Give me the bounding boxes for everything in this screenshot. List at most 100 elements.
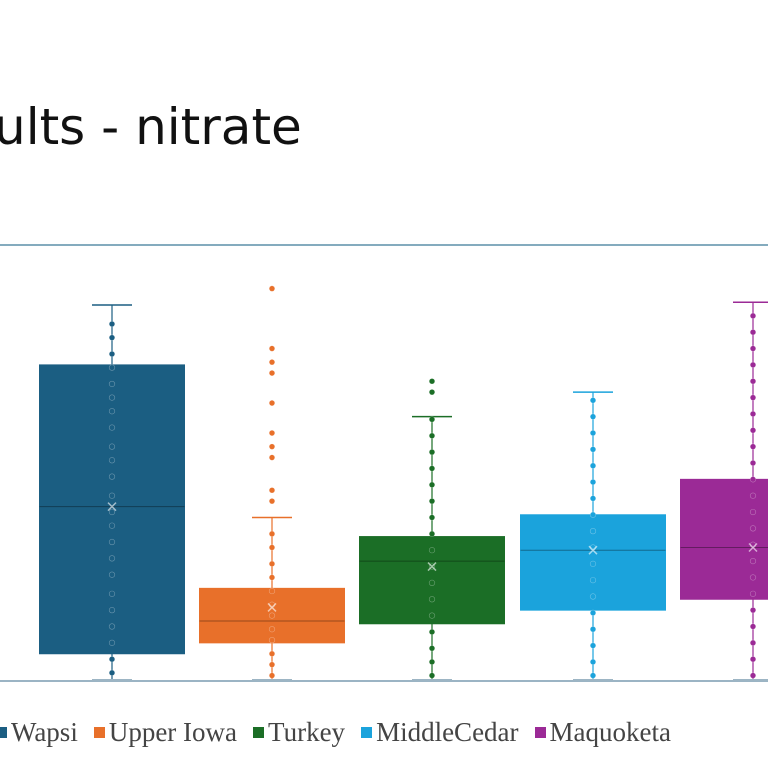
legend-swatch [534, 726, 546, 738]
data-point-middlecedar [589, 560, 597, 567]
data-point-turkey [428, 530, 436, 537]
data-point-wapsi [108, 623, 116, 630]
mean-marker-wapsi [107, 502, 117, 512]
data-point-maquoketa [749, 607, 757, 614]
data-point-upper-iowa [268, 399, 276, 407]
data-point-upper-iowa [268, 587, 276, 595]
data-point-maquoketa [749, 378, 757, 385]
legend-label: Upper Iowa [108, 716, 238, 747]
legend-label: Turkey [268, 716, 346, 747]
legend-swatch [253, 726, 265, 738]
data-point-upper-iowa [268, 637, 276, 644]
data-point-wapsi [108, 394, 116, 401]
data-point-upper-iowa [268, 530, 276, 537]
data-point-middlecedar [589, 495, 597, 502]
data-point-middlecedar [589, 446, 597, 453]
legend-item: Wapsi [0, 717, 78, 748]
legend-item: Turkey [253, 717, 345, 748]
data-point-wapsi [108, 334, 116, 341]
data-point-upper-iowa [268, 661, 276, 668]
chart-legend: Wapsi Upper Iowa Turkey MiddleCedar Maquoket… [0, 712, 687, 752]
data-point-turkey [428, 612, 436, 619]
data-point-middlecedar [589, 593, 597, 600]
data-point-wapsi [108, 492, 116, 499]
data-point-wapsi [108, 380, 116, 388]
data-point-wapsi [108, 522, 116, 529]
data-point-wapsi [108, 364, 116, 371]
data-point-maquoketa [749, 361, 757, 369]
data-point-maquoketa [749, 345, 757, 352]
data-point-upper-iowa [268, 487, 276, 494]
data-point-middlecedar [589, 462, 597, 469]
data-point-turkey [428, 672, 436, 679]
data-point-turkey [428, 481, 436, 488]
data-point-middlecedar [589, 577, 597, 584]
slide-title: ults - nitrate [0, 98, 302, 156]
data-point-middlecedar [589, 609, 597, 616]
data-point-maquoketa [749, 312, 757, 319]
data-point-maquoketa [749, 574, 757, 581]
data-point-turkey [428, 416, 436, 423]
legend-label: Wapsi [11, 716, 78, 747]
data-point-maquoketa [749, 525, 757, 532]
data-point-turkey [428, 465, 436, 472]
data-point-upper-iowa [268, 672, 276, 679]
data-point-maquoketa [749, 590, 757, 597]
legend-swatch [93, 726, 105, 738]
data-point-maquoketa [749, 427, 757, 434]
data-point-middlecedar [589, 528, 597, 535]
data-point-turkey [428, 432, 436, 439]
data-point-upper-iowa [268, 650, 276, 657]
data-point-wapsi [108, 457, 116, 464]
data-point-middlecedar [589, 413, 597, 420]
data-point-wapsi [108, 508, 116, 516]
data-point-middlecedar [589, 511, 597, 518]
data-point-wapsi [108, 538, 116, 546]
legend-item: Upper Iowa [93, 716, 238, 748]
mean-marker-middlecedar [588, 545, 598, 555]
data-point-upper-iowa [268, 574, 276, 581]
data-point-maquoketa [749, 410, 757, 418]
data-point-upper-iowa [268, 454, 276, 461]
data-point-upper-iowa [268, 443, 276, 450]
legend-item: Maquoketa [534, 716, 671, 748]
data-point-maquoketa [749, 639, 757, 646]
data-point-wapsi [108, 639, 116, 646]
mean-marker-maquoketa [748, 542, 758, 553]
data-point-maquoketa [749, 508, 757, 516]
data-point-wapsi [108, 669, 116, 676]
legend-swatch [361, 726, 373, 738]
data-point-upper-iowa [268, 369, 276, 377]
data-point-upper-iowa [268, 345, 276, 352]
data-point-maquoketa [749, 329, 757, 336]
data-point-middlecedar [589, 429, 597, 437]
legend-swatch [0, 726, 7, 738]
legend-item: MiddleCedar [361, 716, 519, 748]
legend-label: Maquoketa [549, 716, 671, 747]
data-point-upper-iowa [268, 359, 276, 366]
data-point-upper-iowa [268, 626, 276, 633]
data-point-upper-iowa [268, 544, 276, 551]
legend-label: MiddleCedar [376, 716, 519, 747]
data-point-turkey [428, 658, 436, 666]
data-point-middlecedar [589, 672, 597, 679]
data-point-maquoketa [749, 443, 757, 450]
data-point-upper-iowa [268, 429, 276, 437]
data-point-middlecedar [589, 478, 597, 486]
data-point-turkey [428, 628, 436, 636]
data-point-upper-iowa [268, 285, 276, 292]
data-point-wapsi [108, 443, 116, 450]
data-point-wapsi [108, 350, 116, 358]
data-point-wapsi [108, 320, 116, 328]
data-point-maquoketa [749, 557, 757, 565]
data-point-turkey [428, 596, 436, 603]
data-point-maquoketa [749, 459, 757, 467]
data-point-wapsi [108, 408, 116, 415]
data-point-wapsi [108, 607, 116, 614]
data-point-middlecedar [589, 397, 597, 404]
data-point-upper-iowa [268, 612, 276, 619]
data-point-turkey [428, 498, 436, 505]
data-point-turkey [428, 378, 436, 385]
data-point-maquoketa [749, 492, 757, 499]
